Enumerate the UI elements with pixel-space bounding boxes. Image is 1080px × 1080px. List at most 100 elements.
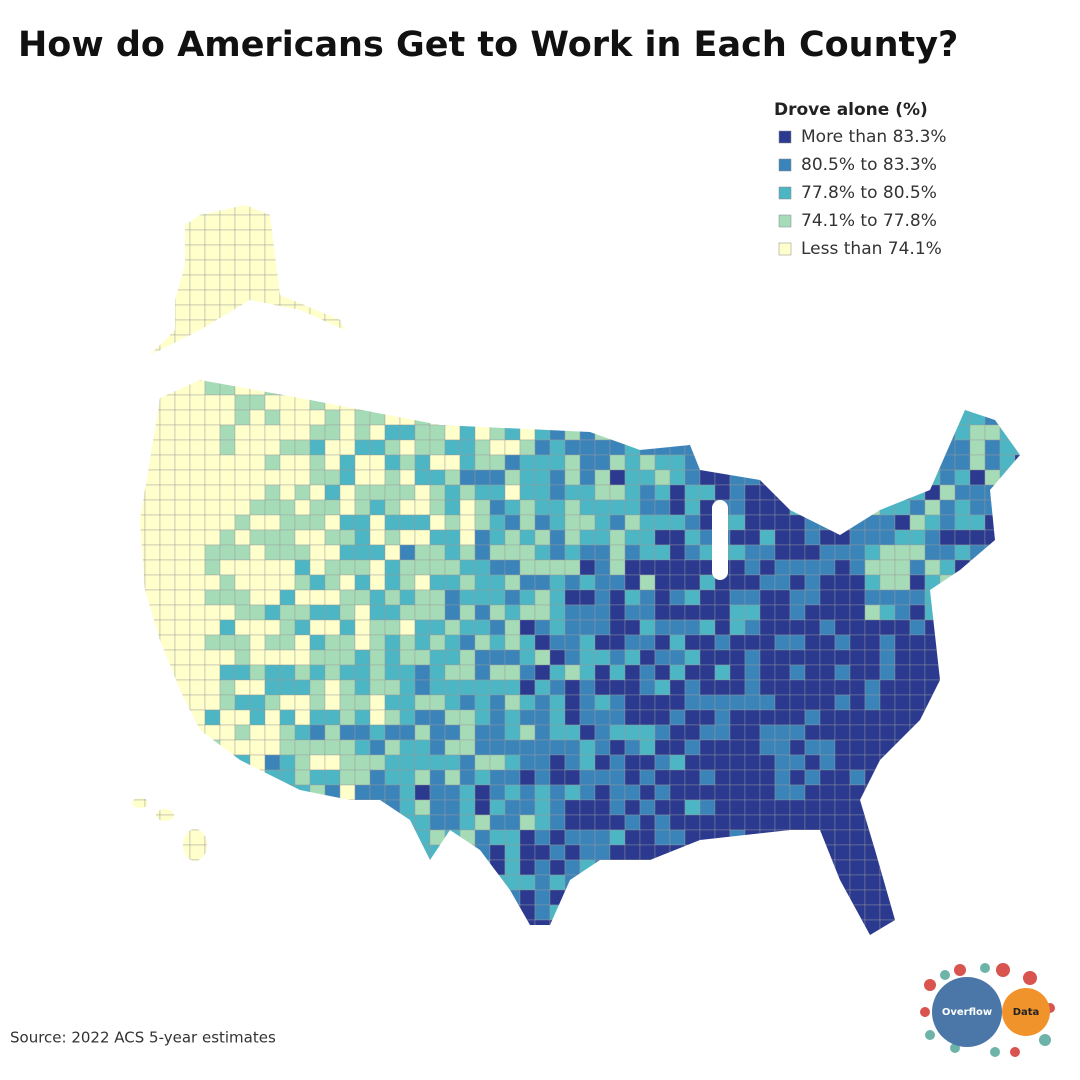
- county: [264, 205, 281, 216]
- county: [429, 649, 446, 666]
- county: [144, 439, 161, 456]
- county: [684, 634, 701, 651]
- county: [144, 799, 161, 816]
- county: [879, 574, 896, 591]
- county: [264, 904, 281, 921]
- county: [684, 889, 701, 906]
- county: [579, 754, 596, 771]
- county: [774, 514, 791, 531]
- county: [864, 304, 881, 321]
- county: [234, 244, 251, 261]
- county: [1014, 859, 1020, 876]
- county: [534, 364, 551, 381]
- county: [354, 409, 371, 426]
- county: [879, 694, 896, 711]
- county: [744, 214, 761, 231]
- county: [204, 679, 221, 696]
- county: [219, 634, 236, 651]
- county: [399, 544, 416, 561]
- county: [339, 934, 356, 935]
- county: [699, 769, 716, 786]
- county: [714, 259, 731, 276]
- county: [294, 739, 311, 756]
- county: [579, 619, 596, 636]
- county: [654, 829, 671, 846]
- county: [849, 289, 866, 306]
- county: [219, 334, 236, 351]
- county: [849, 619, 866, 636]
- county: [834, 379, 851, 396]
- county: [579, 244, 596, 261]
- county: [534, 304, 551, 321]
- county: [669, 214, 686, 231]
- county: [699, 634, 716, 651]
- county: [264, 619, 281, 636]
- county: [954, 379, 971, 396]
- county: [279, 205, 296, 216]
- county: [429, 529, 446, 546]
- county: [264, 529, 281, 546]
- county: [309, 844, 326, 861]
- county: [654, 529, 671, 546]
- county: [204, 364, 221, 381]
- county: [219, 694, 236, 711]
- county: [669, 439, 686, 456]
- county: [864, 649, 881, 666]
- county: [624, 349, 641, 366]
- county: [564, 559, 581, 576]
- county: [864, 469, 881, 486]
- county: [684, 289, 701, 306]
- county: [684, 319, 701, 336]
- county: [144, 364, 161, 381]
- county: [579, 574, 596, 591]
- county: [624, 544, 641, 561]
- county: [789, 544, 806, 561]
- county: [294, 709, 311, 726]
- county: [699, 454, 716, 471]
- county: [879, 919, 896, 935]
- county: [504, 739, 521, 756]
- county: [144, 514, 161, 531]
- county: [369, 724, 386, 741]
- county: [369, 424, 386, 441]
- county: [594, 394, 611, 411]
- county: [369, 304, 386, 321]
- county: [519, 244, 536, 261]
- county: [324, 229, 341, 246]
- county: [384, 934, 401, 935]
- county: [474, 604, 491, 621]
- county: [564, 919, 581, 935]
- county: [699, 679, 716, 696]
- county: [204, 784, 221, 801]
- county: [204, 274, 221, 291]
- county: [894, 304, 911, 321]
- county: [924, 739, 941, 756]
- county: [639, 634, 656, 651]
- county: [954, 709, 971, 726]
- county: [369, 349, 386, 366]
- county: [369, 619, 386, 636]
- county: [474, 244, 491, 261]
- county: [564, 514, 581, 531]
- county: [174, 769, 191, 786]
- county: [609, 589, 626, 606]
- county: [669, 724, 686, 741]
- county: [804, 514, 821, 531]
- county: [984, 784, 1001, 801]
- county: [132, 409, 146, 426]
- county: [639, 724, 656, 741]
- county: [819, 694, 836, 711]
- county: [144, 844, 161, 861]
- county: [489, 604, 506, 621]
- county: [939, 319, 956, 336]
- county: [969, 934, 986, 935]
- county: [774, 439, 791, 456]
- county: [549, 739, 566, 756]
- county: [309, 304, 326, 321]
- county: [804, 409, 821, 426]
- county: [699, 649, 716, 666]
- county: [804, 379, 821, 396]
- county: [879, 934, 896, 935]
- county: [204, 529, 221, 546]
- county: [504, 499, 521, 516]
